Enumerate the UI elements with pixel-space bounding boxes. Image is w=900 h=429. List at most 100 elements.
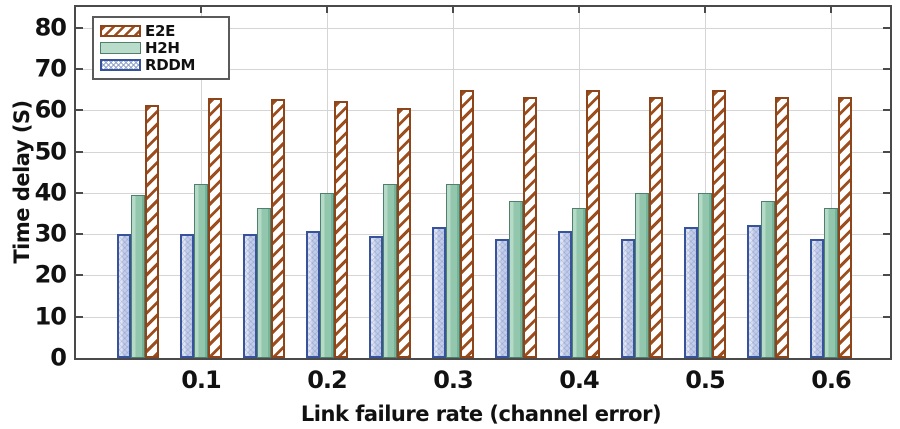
y-tick-left <box>76 191 83 194</box>
y-tick-right <box>883 233 890 236</box>
legend-item-rddm: RDDM <box>100 55 222 74</box>
bar-e2e <box>397 108 411 358</box>
y-tick-left <box>76 109 83 112</box>
v-gridline <box>326 7 328 358</box>
y-tick-left <box>76 67 83 70</box>
bar-e2e <box>649 96 663 358</box>
y-tick-label: 0 <box>50 343 67 372</box>
bar-rddm <box>306 231 320 358</box>
bar-e2e <box>271 99 285 358</box>
plot-area <box>76 7 890 358</box>
bar-e2e <box>838 96 852 358</box>
bar-e2e <box>460 90 474 358</box>
bar-rddm <box>684 226 698 358</box>
x-tick-label: 0.1 <box>181 366 222 394</box>
x-tick-top <box>578 7 580 13</box>
legend: E2E H2H RDDM <box>92 16 230 80</box>
bar-rddm <box>495 238 509 358</box>
y-tick-left <box>76 150 83 153</box>
x-tick-label: 0.5 <box>685 366 726 394</box>
bar-h2h <box>383 183 397 358</box>
x-tick-label: 0.6 <box>811 366 852 394</box>
legend-item-h2h: H2H <box>100 38 222 57</box>
bar-h2h <box>698 193 712 358</box>
x-tick-label: 0.3 <box>433 366 474 394</box>
x-tick-label: 0.4 <box>559 366 600 394</box>
h-gridline <box>76 151 890 153</box>
y-tick-left <box>76 315 83 318</box>
legend-label-e2e: E2E <box>145 21 176 40</box>
h-gridline <box>76 27 890 29</box>
bar-e2e <box>208 98 222 358</box>
bar-h2h <box>194 184 208 358</box>
y-tick-right <box>883 274 890 277</box>
legend-label-rddm: RDDM <box>145 55 196 74</box>
y-tick-right <box>883 109 890 112</box>
y-tick-label: 80 <box>34 13 67 42</box>
h2h-solid-swatch-icon <box>100 41 141 54</box>
x-axis-title: Link failure rate (channel error) <box>300 402 662 426</box>
v-gridline <box>704 7 706 358</box>
x-tick-top <box>326 7 328 13</box>
bar-e2e <box>334 101 348 358</box>
bar-rddm <box>432 226 446 358</box>
bar-e2e <box>145 105 159 358</box>
y-tick-right <box>883 191 890 194</box>
plot-frame <box>74 5 892 360</box>
rddm-crosshatch-swatch-icon <box>100 58 141 71</box>
y-tick-label: 10 <box>34 302 67 331</box>
x-tick-top <box>200 7 202 13</box>
bar-h2h <box>131 195 145 358</box>
y-tick-label: 20 <box>34 260 67 289</box>
y-tick-label: 60 <box>34 95 67 124</box>
y-tick-left <box>76 274 83 277</box>
x-tick-top <box>830 7 832 13</box>
bar-rddm <box>747 224 761 358</box>
bar-e2e <box>523 96 537 358</box>
y-tick-label: 40 <box>34 178 67 207</box>
y-tick-right <box>883 150 890 153</box>
e2e-hatch-swatch-icon <box>100 24 141 37</box>
y-tick-right <box>883 315 890 318</box>
x-tick-top <box>704 7 706 13</box>
h-gridline <box>76 275 890 277</box>
y-tick-left <box>76 26 83 29</box>
bar-rddm <box>558 231 572 358</box>
y-tick-right <box>883 26 890 29</box>
bar-h2h <box>509 201 523 358</box>
bar-h2h <box>635 193 649 358</box>
h-gridline <box>76 192 890 194</box>
h-gridline <box>76 234 890 236</box>
bar-rddm <box>180 233 194 358</box>
y-tick-label: 30 <box>34 219 67 248</box>
bar-h2h <box>446 183 460 358</box>
h-gridline <box>76 68 890 70</box>
y-tick-labels: 0 10 20 30 40 50 60 70 80 <box>0 0 70 429</box>
x-tick-label: 0.2 <box>307 366 348 394</box>
y-tick-label: 70 <box>34 54 67 83</box>
legend-label-h2h: H2H <box>145 38 180 57</box>
legend-item-e2e: E2E <box>100 21 222 40</box>
bar-e2e <box>586 89 600 358</box>
v-gridline <box>830 7 832 358</box>
y-tick-left <box>76 233 83 236</box>
v-gridline <box>200 7 202 358</box>
y-tick-label: 50 <box>34 136 67 165</box>
v-gridline <box>578 7 580 358</box>
h-gridline <box>76 110 890 112</box>
bar-h2h <box>761 201 775 358</box>
bar-h2h <box>824 207 838 358</box>
h-gridline <box>76 316 890 318</box>
bar-h2h <box>572 207 586 358</box>
bar-rddm <box>117 233 131 358</box>
bar-rddm <box>243 233 257 358</box>
bar-h2h <box>257 207 271 358</box>
bar-e2e <box>775 96 789 358</box>
bar-rddm <box>810 238 824 358</box>
bar-h2h <box>320 192 334 358</box>
v-gridline <box>452 7 454 358</box>
x-tick-top <box>452 7 454 13</box>
bar-rddm <box>621 238 635 358</box>
